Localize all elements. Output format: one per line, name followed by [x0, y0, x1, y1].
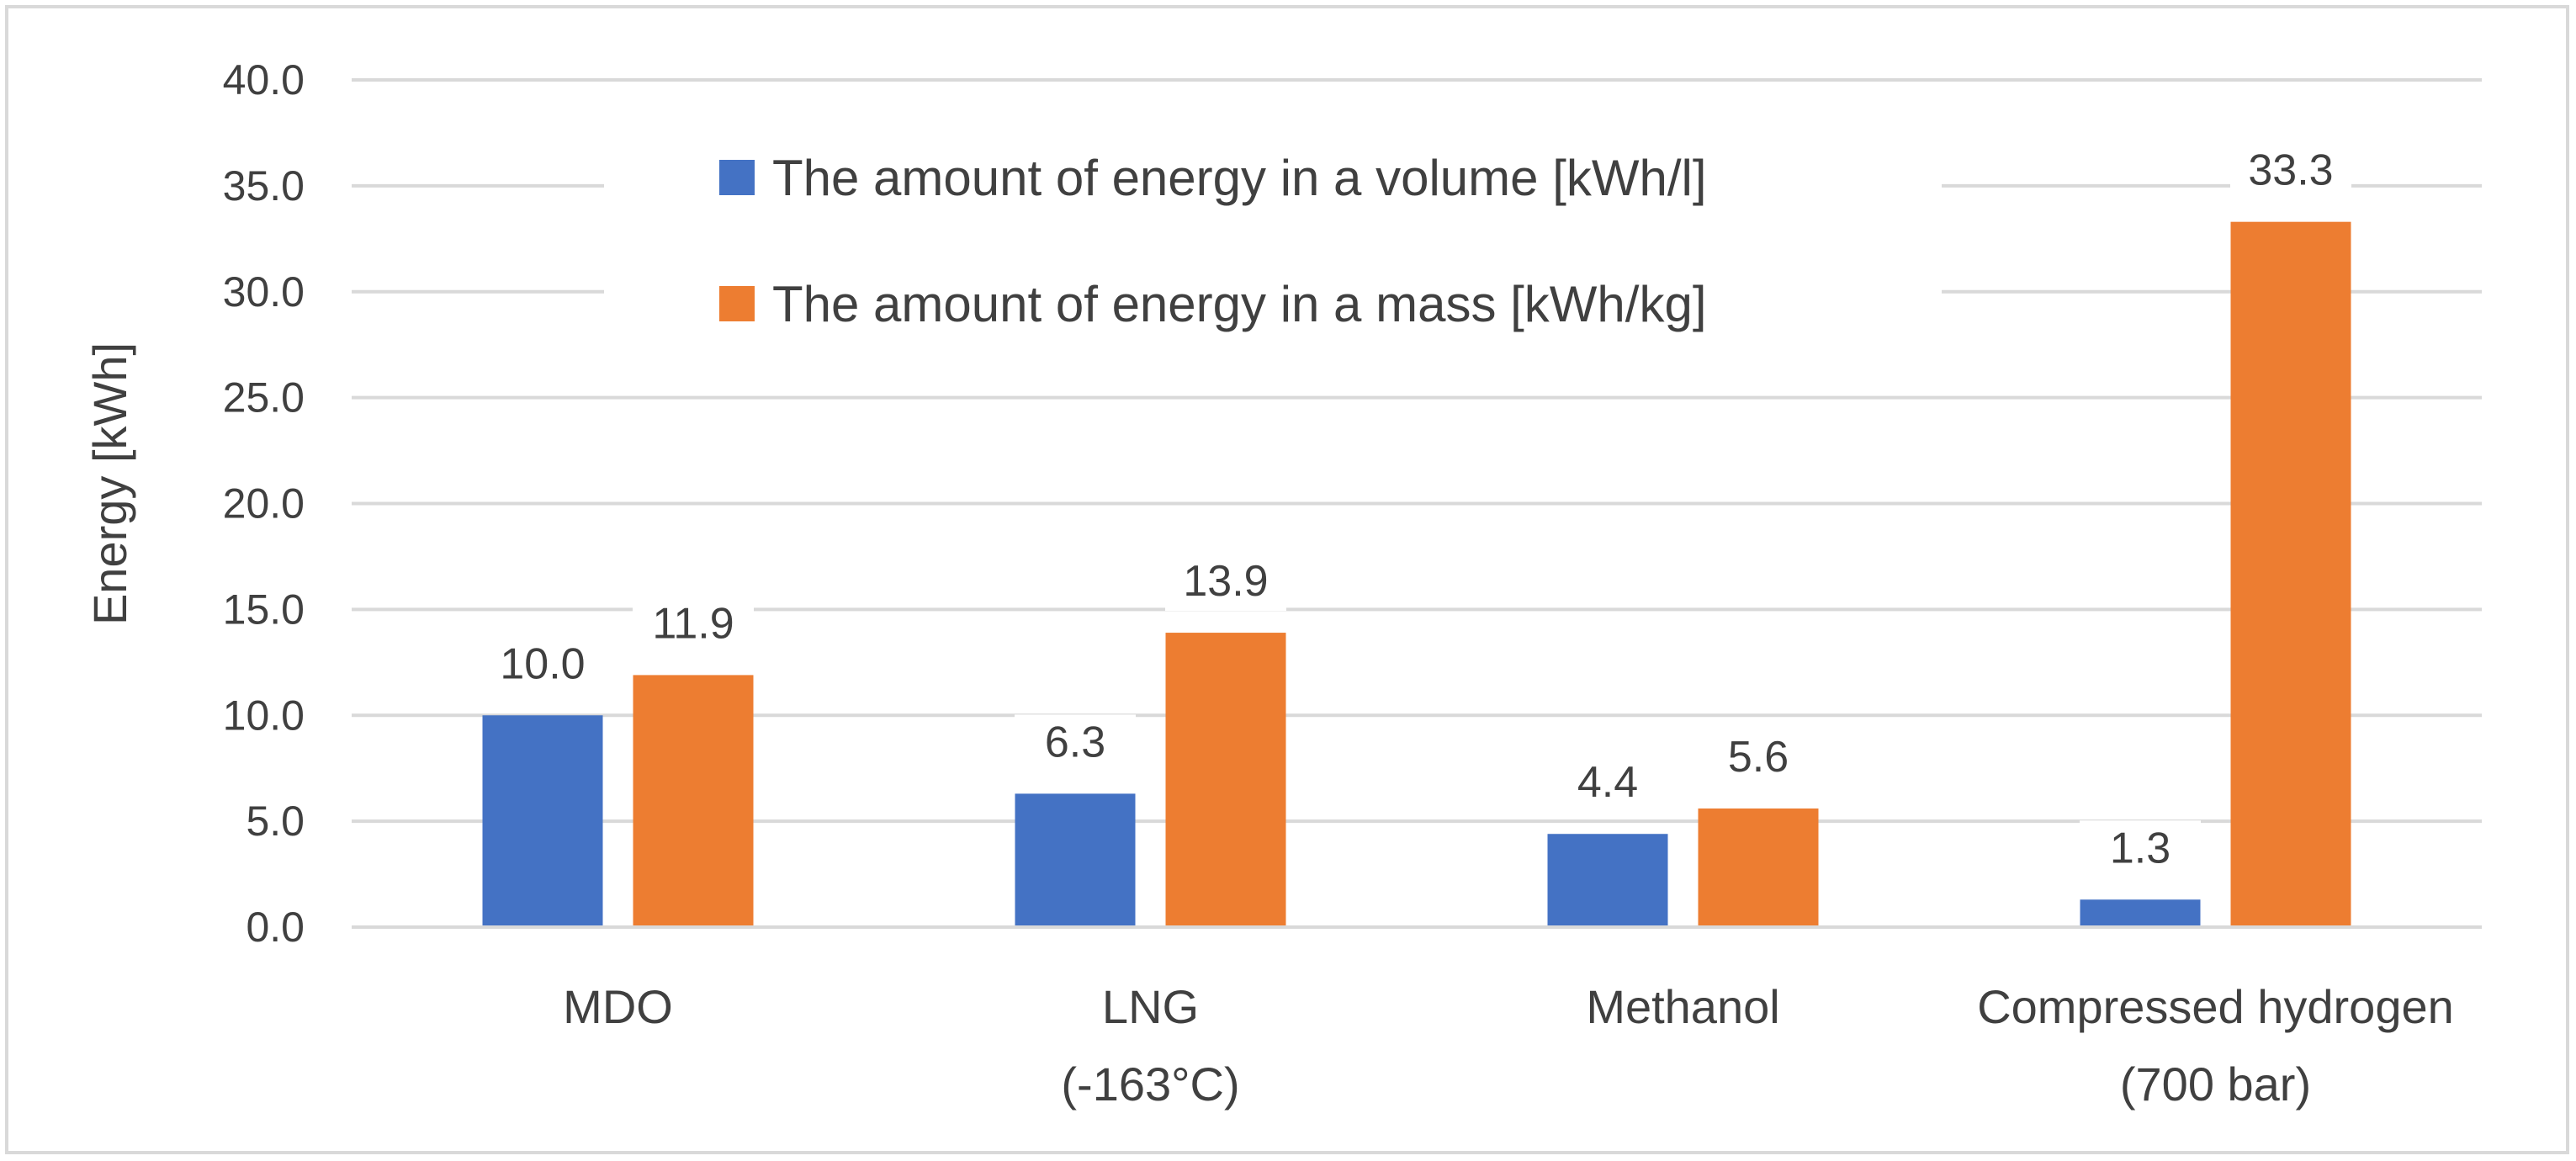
y-tick-label: 20.0 [223, 480, 305, 527]
data-label-background [1698, 729, 1819, 787]
legend-swatch [719, 286, 755, 321]
data-label: 11.9 [652, 599, 734, 648]
bar-mass [633, 675, 754, 927]
data-label-background [1015, 714, 1136, 772]
data-label: 5.6 [1728, 733, 1789, 782]
data-label: 13.9 [1183, 557, 1268, 606]
x-category-label: Methanol [1586, 980, 1779, 1033]
legend-swatch [719, 160, 755, 195]
y-tick-label: 10.0 [223, 692, 305, 739]
data-label: 10.0 [500, 639, 585, 688]
bar-mass [1165, 633, 1286, 927]
y-tick-label: 0.0 [246, 904, 305, 951]
x-category-label: LNG [1102, 980, 1199, 1033]
x-category-label: MDO [563, 980, 673, 1033]
bar-volume [1015, 793, 1136, 927]
y-tick-label: 40.0 [223, 56, 305, 103]
data-label-background [1165, 554, 1286, 612]
legend-label: The amount of energy in a volume [kWh/l] [772, 150, 1707, 206]
x-category-label: (700 bar) [2120, 1058, 2311, 1111]
y-tick-label: 30.0 [223, 268, 305, 315]
y-tick-label: 25.0 [223, 374, 305, 421]
data-label-background [1547, 755, 1668, 813]
data-label-background [482, 636, 603, 694]
y-tick-label: 15.0 [223, 586, 305, 633]
data-label: 4.4 [1577, 758, 1638, 807]
x-category-label: (-163°C) [1061, 1058, 1239, 1111]
data-label: 33.3 [2248, 146, 2333, 195]
bar-volume [1547, 834, 1668, 927]
data-label: 1.3 [2110, 824, 2171, 872]
legend-label: The amount of energy in a mass [kWh/kg] [772, 276, 1707, 332]
y-tick-label: 35.0 [223, 162, 305, 209]
data-label-background [2080, 820, 2201, 878]
data-label-background [2230, 142, 2351, 200]
y-tick-label: 5.0 [246, 798, 305, 845]
data-label-background [633, 596, 754, 654]
bar-mass [1698, 808, 1819, 927]
legend-box [604, 116, 1942, 368]
y-axis-label: Energy [kWh] [83, 342, 136, 625]
bar-volume [482, 715, 603, 927]
bar-volume [2080, 899, 2201, 927]
bar-mass [2230, 221, 2351, 927]
x-category-label: Compressed hydrogen [1977, 980, 2454, 1033]
data-label: 6.3 [1045, 718, 1105, 766]
